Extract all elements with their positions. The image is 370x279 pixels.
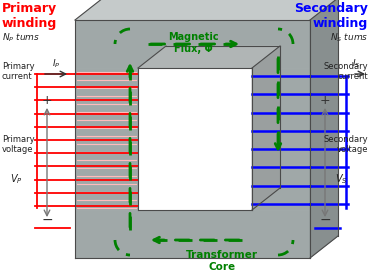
Polygon shape <box>310 0 338 258</box>
Text: $V_P$: $V_P$ <box>10 172 23 186</box>
Text: −: − <box>41 213 53 227</box>
Text: Primary
winding: Primary winding <box>2 2 57 30</box>
Text: Primary
current: Primary current <box>2 62 35 81</box>
Text: $I_P$: $I_P$ <box>52 57 60 70</box>
Polygon shape <box>252 68 310 210</box>
Text: Secondary
winding: Secondary winding <box>294 2 368 30</box>
Polygon shape <box>138 46 280 68</box>
Polygon shape <box>138 46 280 68</box>
Polygon shape <box>75 68 138 210</box>
Text: −: − <box>319 213 331 227</box>
Text: $N_S$ tums: $N_S$ tums <box>330 32 368 44</box>
Text: Primary
voltage: Primary voltage <box>2 135 35 154</box>
Polygon shape <box>75 20 310 68</box>
Polygon shape <box>75 210 310 258</box>
Text: $N_P$ tums: $N_P$ tums <box>2 32 40 44</box>
Text: +: + <box>320 93 330 107</box>
Text: Secondary
current: Secondary current <box>323 62 368 81</box>
Text: Transformer
Core: Transformer Core <box>186 250 258 271</box>
Polygon shape <box>252 46 280 210</box>
Text: Magnetic
Flux, Φ: Magnetic Flux, Φ <box>168 32 218 54</box>
Text: +: + <box>42 93 52 107</box>
Text: $V_S$: $V_S$ <box>335 172 348 186</box>
Text: $I_S$: $I_S$ <box>352 57 360 70</box>
Text: Secondary
voltage: Secondary voltage <box>323 135 368 154</box>
Polygon shape <box>75 0 338 20</box>
